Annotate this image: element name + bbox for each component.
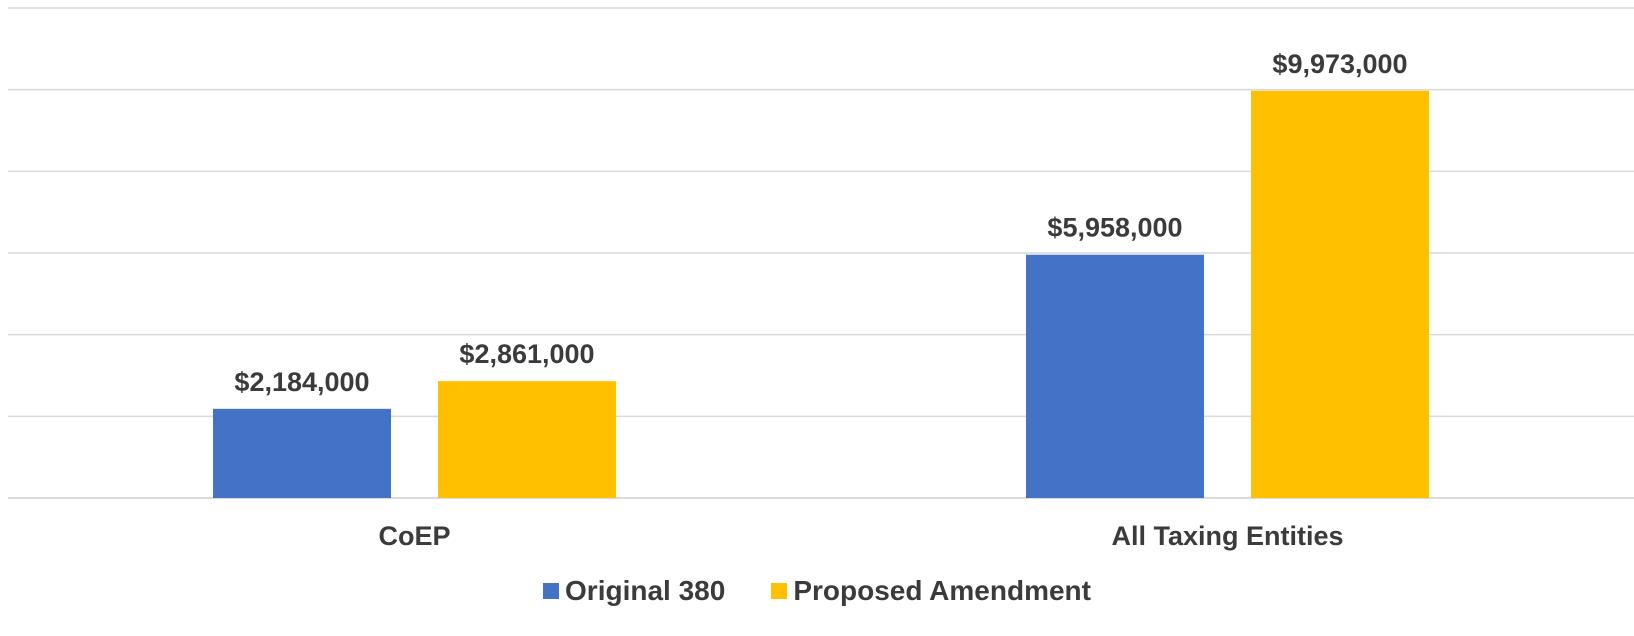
data-label: $5,958,000 bbox=[1047, 213, 1182, 243]
data-label: $2,184,000 bbox=[234, 367, 369, 397]
legend-label-original-380: Original 380 bbox=[565, 575, 726, 606]
legend-item-original-380: Original 380 bbox=[543, 575, 725, 607]
bar bbox=[438, 381, 616, 498]
legend: Original 380 Proposed Amendment bbox=[0, 575, 1634, 607]
legend-label-proposed-amendment: Proposed Amendment bbox=[793, 575, 1091, 606]
data-labels: $2,184,000 $2,861,000 $5,958,000 $9,973,000 bbox=[234, 49, 1407, 397]
data-label: $2,861,000 bbox=[459, 339, 594, 369]
legend-swatch-original-380 bbox=[543, 583, 560, 599]
legend-swatch-proposed-amendment bbox=[771, 583, 788, 599]
bar bbox=[1251, 90, 1429, 498]
data-label: $9,973,000 bbox=[1272, 49, 1407, 79]
bar bbox=[213, 408, 391, 498]
x-tick-label: CoEP bbox=[378, 521, 450, 551]
x-axis-tick-labels: CoEP All Taxing Entities bbox=[378, 521, 1343, 551]
bars bbox=[213, 90, 1429, 498]
legend-item-proposed-amendment: Proposed Amendment bbox=[771, 575, 1091, 607]
x-tick-label: All Taxing Entities bbox=[1111, 521, 1343, 551]
bar bbox=[1026, 254, 1204, 498]
